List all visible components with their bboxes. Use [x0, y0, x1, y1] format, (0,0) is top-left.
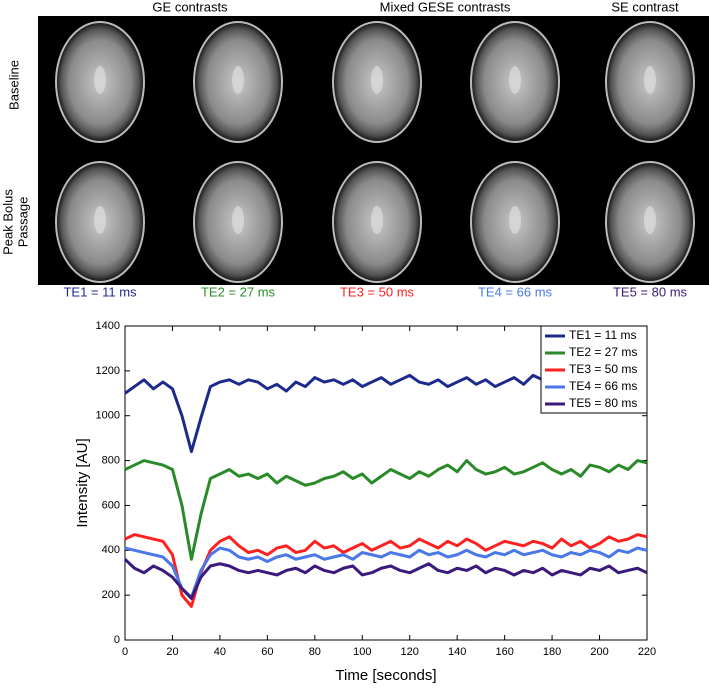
ventricle: [371, 206, 383, 234]
series-line: [124, 533, 648, 608]
te-label: TE1 = 11 ms: [63, 284, 137, 299]
series-line: [124, 546, 648, 599]
x-tick-label: 220: [638, 646, 656, 658]
x-tick-label: 80: [309, 646, 321, 658]
x-tick-label: 40: [214, 646, 226, 658]
column-header: Mixed GESE contrasts: [380, 0, 511, 14]
x-tick-label: 100: [353, 646, 371, 658]
row-label: Baseline: [6, 60, 21, 110]
row-label: Peak Bolus: [0, 189, 15, 255]
y-tick-label: 600: [102, 499, 120, 511]
y-tick-label: 1200: [96, 365, 120, 377]
ventricle: [509, 206, 521, 234]
ventricle: [94, 66, 106, 94]
legend-label: TE1 = 11 ms: [569, 328, 636, 342]
x-tick-label: 140: [448, 646, 466, 658]
row-label: Passage: [15, 197, 30, 248]
legend-label: TE3 = 50 ms: [569, 362, 637, 376]
column-header: GE contrasts: [152, 0, 228, 14]
x-tick-label: 120: [401, 646, 419, 658]
x-tick-label: 180: [543, 646, 561, 658]
y-tick-label: 400: [102, 544, 120, 556]
te-label: TE5 = 80 ms: [613, 284, 688, 299]
series-line: [124, 459, 648, 561]
y-tick-label: 1000: [96, 410, 120, 422]
te-label: TE4 = 66 ms: [478, 284, 553, 299]
y-tick-label: 1400: [96, 320, 120, 332]
legend-label: TE5 = 80 ms: [569, 396, 637, 410]
image-grid: [55, 21, 695, 283]
y-tick-label: 800: [102, 454, 120, 466]
x-tick-label: 60: [261, 646, 273, 658]
series-line: [123, 558, 648, 601]
column-header: SE contrast: [611, 0, 679, 14]
x-axis-title: Time [seconds]: [335, 667, 436, 684]
y-tick-label: 200: [102, 589, 120, 601]
x-tick-label: 160: [495, 646, 513, 658]
te-label: TE3 = 50 ms: [340, 284, 415, 299]
x-tick-label: 0: [122, 646, 128, 658]
y-axis-title: Intensity [AU]: [74, 438, 91, 527]
legend-label: TE2 = 27 ms: [569, 345, 637, 359]
ventricle: [232, 206, 244, 234]
te-label: TE2 = 27 ms: [201, 284, 276, 299]
ventricle: [509, 66, 521, 94]
x-tick-label: 20: [166, 646, 178, 658]
ventricle: [232, 66, 244, 94]
ventricle: [644, 66, 656, 94]
ventricle: [371, 66, 383, 94]
y-tick-label: 0: [114, 634, 120, 646]
x-tick-label: 200: [590, 646, 608, 658]
line-chart: 0 20 40 60 80 100 120 140 160 180 200 220 0 200 400 600…: [74, 320, 656, 684]
ventricle: [644, 206, 656, 234]
legend-label: TE4 = 66 ms: [569, 379, 637, 393]
ventricle: [94, 206, 106, 234]
